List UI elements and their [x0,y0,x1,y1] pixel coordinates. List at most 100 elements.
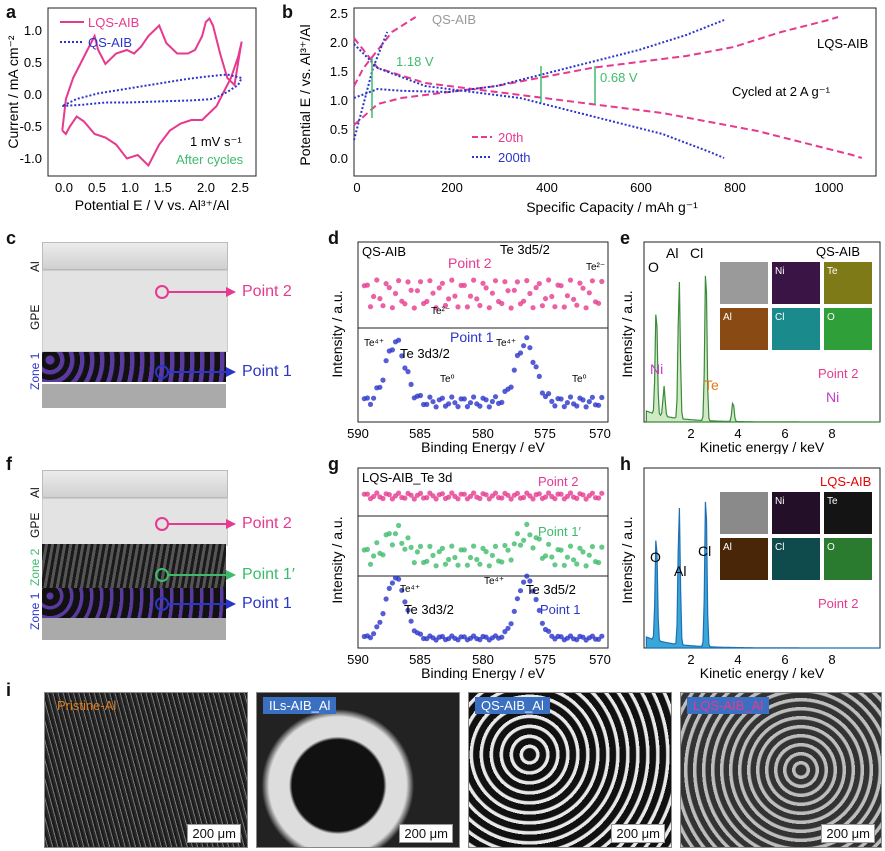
data-point [502,279,508,285]
data-point [505,625,511,631]
data-point [455,304,461,310]
point-label: Point 2 [818,366,858,381]
point1p-marker [155,568,169,582]
x-ticks: 2 4 6 8 [687,652,835,667]
data-point [427,543,433,549]
ni-map [772,262,820,304]
data-point [533,285,539,291]
point2-marker [155,517,169,531]
map-label: Ni [775,496,784,507]
data-point [433,404,439,410]
point1-arrowhead [226,367,236,377]
cl-map [772,538,820,580]
point-label: Point 2 [818,596,858,611]
data-point [477,403,483,409]
data-point [586,399,592,405]
data-point [586,552,592,558]
data-point [514,596,520,602]
x-ticks: 2 4 6 8 [687,426,835,441]
data-point [427,278,433,284]
data-point [408,287,414,293]
data-point [527,290,533,297]
panel-letter-e: e [620,228,631,248]
plot-frame [353,7,877,177]
micrograph-tag: ILs-AIB_Al [263,697,337,714]
x-ticks: 590 585 580 575 570 [347,652,611,667]
map-label: Ni [775,266,784,277]
y-tick: 0.5 [24,55,42,70]
data-point [405,279,411,285]
data-point [511,367,517,373]
data-point [417,543,424,549]
gpe-label: GPE [28,512,42,538]
data-point [405,369,411,375]
panel-b-chart: 0.0 0.5 1.0 1.5 2.0 2.5 0 200 400 600 80… [297,6,877,215]
te4p-label: Te⁴⁺ [364,338,384,349]
data-point [446,556,452,563]
panel-letter-d: d [328,228,339,248]
point2-arrowhead [226,519,236,529]
data-point [580,492,586,498]
data-point [467,293,474,299]
data-point [508,621,514,627]
y-axis-label: Intensity / a.u. [329,290,345,377]
y-tick: 0.5 [330,122,348,137]
panel-title: LQS-AIB_Te 3d [362,470,452,485]
x-tick: 590 [347,426,369,441]
y-tick: -0.5 [20,119,42,134]
data-point [461,396,467,402]
plot-frame [357,467,609,649]
data-point [524,573,530,579]
x-tick: 6 [781,652,788,667]
point1-marker [155,365,169,379]
x-tick: 570 [589,652,611,667]
micrograph-ils: ILs-AIB_Al 200 μm [256,692,460,848]
data-point [524,278,530,284]
micrograph-tag: QS-AIB_Al [475,697,550,714]
map-label: Al [723,542,732,553]
data-point [374,540,380,546]
data-point [596,636,602,642]
point2-arrowhead [226,287,236,297]
data-point [567,277,574,283]
data-point [536,281,542,287]
y-axis-label: Potential E / vs. Al³⁺/Al [297,24,313,165]
y-axis-label: Intensity / a.u. [620,516,635,603]
data-point [567,490,574,496]
data-point [499,399,505,405]
x-ticks: 590 585 580 575 570 [347,426,611,441]
data-point [549,293,555,300]
x-axis-label: Potential E / V vs. Al³⁺/Al [75,197,229,213]
data-point [480,280,486,286]
data-point [471,490,477,496]
data-point [474,296,480,302]
data-point [442,302,449,309]
te4p-label: Te⁴⁺ [496,338,516,349]
point2-label: Point 2 [242,515,292,532]
data-point [580,285,586,291]
data-point [549,398,555,404]
data-point [439,491,445,497]
data-point [524,521,530,527]
x-tick: 2.0 [197,180,215,195]
al-layer [42,470,228,498]
data-point [396,278,402,284]
series-line [61,16,243,168]
data-point [399,540,405,546]
x-tick: 0.5 [88,180,106,195]
data-point [396,522,402,529]
data-point [508,305,514,311]
data-point [489,552,495,558]
data-point [471,277,477,283]
data-point [367,401,374,407]
al-label: Al [28,487,42,498]
zone2-label: Zone 2 [28,548,42,586]
data-point [389,347,395,353]
point1-label: Point 1 [242,363,292,380]
data-point [408,544,414,550]
x-ticks: 0 200 400 600 800 1000 [353,180,843,195]
data-point [546,541,552,547]
data-point [533,364,539,370]
base-layer [42,618,226,640]
x-ticks: 0.0 0.5 1.0 1.5 2.0 2.5 [55,180,249,195]
